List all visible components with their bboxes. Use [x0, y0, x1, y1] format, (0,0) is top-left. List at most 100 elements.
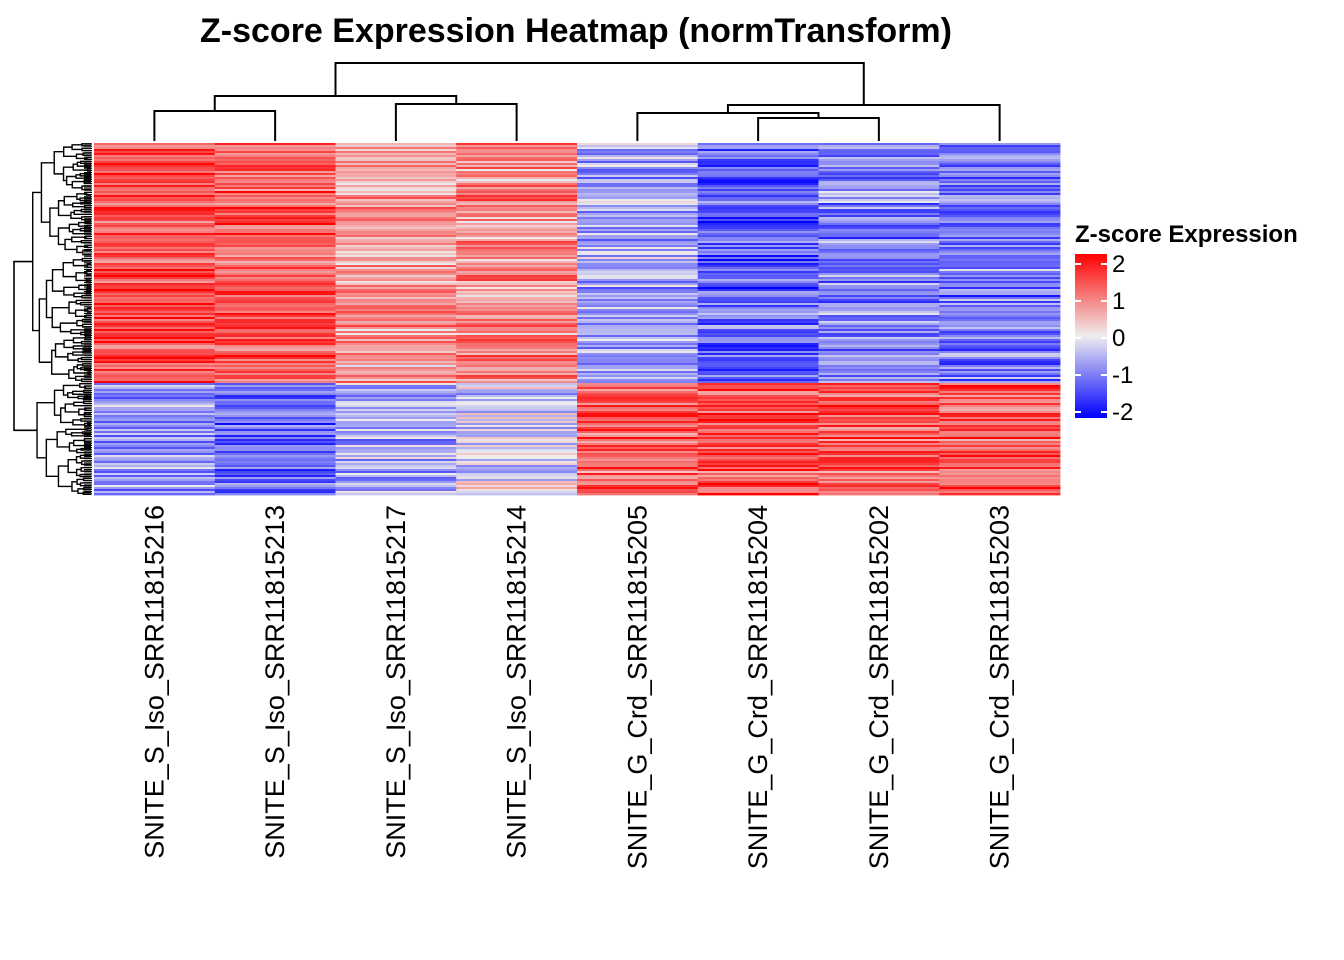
- heatmap-cell: [456, 427, 578, 430]
- heatmap-cell: [94, 409, 216, 412]
- heatmap-cell: [214, 363, 336, 366]
- heatmap-cell: [577, 303, 699, 306]
- heatmap-cell: [577, 247, 699, 250]
- heatmap-cell: [697, 395, 819, 398]
- heatmap-cell: [697, 467, 819, 470]
- heatmap-cell: [697, 175, 819, 178]
- heatmap-cell: [818, 479, 940, 482]
- heatmap-cell: [214, 237, 336, 240]
- heatmap-cell: [456, 377, 578, 380]
- heatmap-cell: [335, 195, 457, 198]
- heatmap-cell: [939, 371, 1061, 374]
- heatmap-cell: [214, 393, 336, 396]
- heatmap-cell: [94, 447, 216, 450]
- heatmap-cell: [697, 245, 819, 248]
- heatmap-cell: [577, 191, 699, 194]
- heatmap-cell: [456, 193, 578, 196]
- heatmap-cell: [214, 185, 336, 188]
- heatmap-cell: [214, 447, 336, 450]
- heatmap-cell: [818, 459, 940, 462]
- heatmap-cell: [335, 389, 457, 392]
- heatmap-cell: [577, 289, 699, 292]
- heatmap-cell: [939, 345, 1061, 348]
- heatmap-cell: [697, 259, 819, 262]
- heatmap-cell: [335, 203, 457, 206]
- heatmap-cell: [456, 415, 578, 418]
- heatmap-cell: [214, 275, 336, 278]
- heatmap-cell: [577, 433, 699, 436]
- heatmap-cell: [94, 423, 216, 426]
- heatmap-cell: [456, 157, 578, 160]
- heatmap-cell: [94, 231, 216, 234]
- heatmap-cell: [214, 471, 336, 474]
- heatmap-cell: [214, 189, 336, 192]
- heatmap-cell: [94, 237, 216, 240]
- heatmap-cell: [335, 415, 457, 418]
- heatmap-cell: [697, 439, 819, 442]
- heatmap-cell: [456, 175, 578, 178]
- heatmap-cell: [939, 415, 1061, 418]
- heatmap-cell: [456, 333, 578, 336]
- heatmap-cell: [939, 149, 1061, 152]
- heatmap-cell: [214, 233, 336, 236]
- heatmap-cell: [697, 219, 819, 222]
- heatmap-cell: [456, 361, 578, 364]
- heatmap-cell: [214, 323, 336, 326]
- heatmap-cell: [335, 265, 457, 268]
- heatmap-cell: [456, 391, 578, 394]
- heatmap-cell: [94, 157, 216, 160]
- heatmap-cell: [214, 433, 336, 436]
- heatmap-cell: [697, 213, 819, 216]
- heatmap-cell: [939, 235, 1061, 238]
- heatmap-cell: [335, 259, 457, 262]
- heatmap-cell: [456, 493, 578, 496]
- heatmap-cell: [335, 475, 457, 478]
- heatmap-cell: [456, 221, 578, 224]
- heatmap-cell: [214, 489, 336, 492]
- heatmap-cell: [456, 379, 578, 382]
- heatmap-cell: [697, 275, 819, 278]
- heatmap-cell: [818, 425, 940, 428]
- heatmap-cell: [818, 183, 940, 186]
- heatmap-cell: [335, 299, 457, 302]
- heatmap-cell: [939, 491, 1061, 494]
- heatmap-cell: [94, 367, 216, 370]
- heatmap-cell: [214, 373, 336, 376]
- heatmap-cell: [818, 387, 940, 390]
- heatmap-cell: [214, 277, 336, 280]
- heatmap-cell: [697, 215, 819, 218]
- heatmap-cell: [214, 449, 336, 452]
- heatmap-cell: [214, 327, 336, 330]
- heatmap-cell: [94, 419, 216, 422]
- heatmap-cell: [214, 343, 336, 346]
- heatmap-cell: [214, 269, 336, 272]
- heatmap-cell: [335, 343, 457, 346]
- heatmap-cell: [456, 357, 578, 360]
- heatmap-cell: [818, 165, 940, 168]
- heatmap-cell: [818, 483, 940, 486]
- heatmap-cell: [94, 387, 216, 390]
- heatmap-cell: [577, 155, 699, 158]
- heatmap-cell: [456, 491, 578, 494]
- heatmap-cell: [939, 413, 1061, 416]
- legend-color-bar: [1075, 254, 1107, 418]
- heatmap-cell: [939, 209, 1061, 212]
- heatmap-cell: [456, 191, 578, 194]
- heatmap-cell: [214, 457, 336, 460]
- heatmap-cell: [818, 155, 940, 158]
- heatmap-cell: [939, 469, 1061, 472]
- heatmap-cell: [697, 477, 819, 480]
- heatmap-cell: [577, 351, 699, 354]
- heatmap-cell: [577, 175, 699, 178]
- heatmap-cell: [939, 299, 1061, 302]
- heatmap-cell: [577, 401, 699, 404]
- heatmap-cell: [697, 365, 819, 368]
- heatmap-column: [939, 143, 1061, 496]
- heatmap-cell: [94, 317, 216, 320]
- heatmap-cell: [577, 355, 699, 358]
- heatmap-cell: [214, 353, 336, 356]
- heatmap-cell: [939, 379, 1061, 382]
- heatmap-cell: [697, 333, 819, 336]
- heatmap-cell: [577, 261, 699, 264]
- heatmap-cell: [94, 397, 216, 400]
